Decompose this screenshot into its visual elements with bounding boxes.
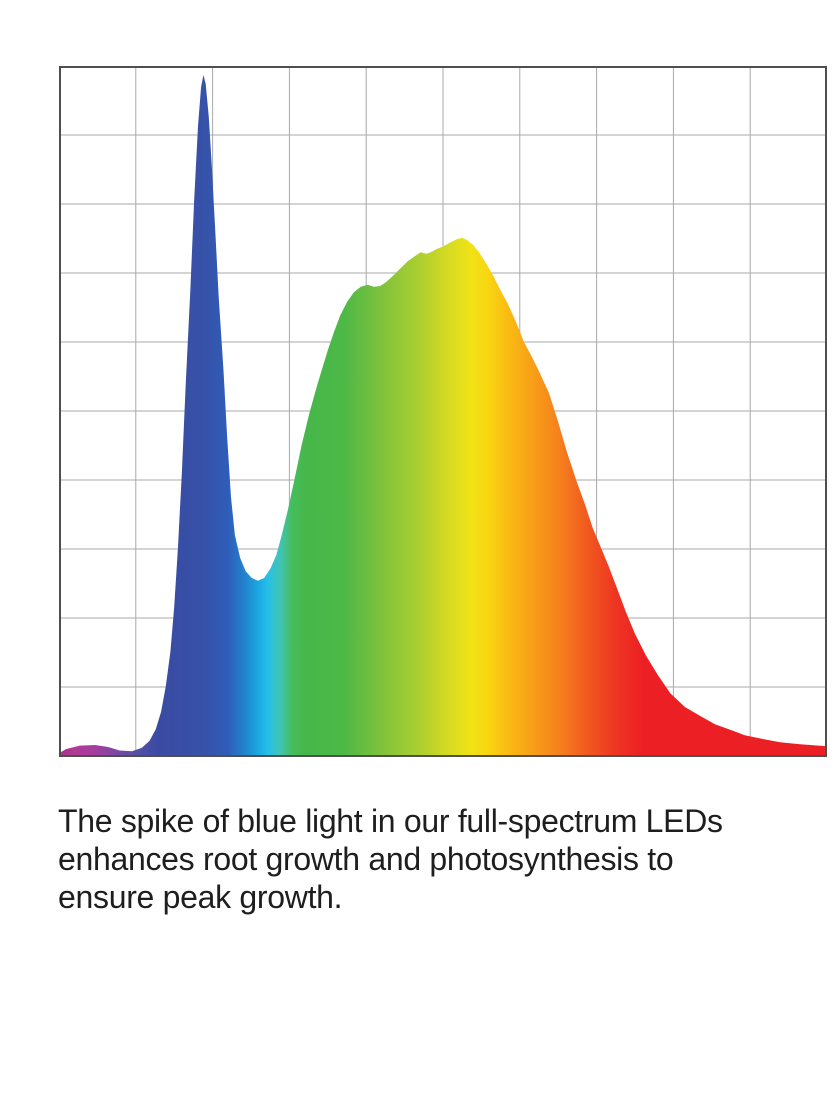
caption-line-2: enhances root growth and photosynthesis …	[58, 841, 674, 877]
spectrum-area	[59, 75, 827, 756]
caption: The spike of blue light in our full-spec…	[58, 802, 803, 916]
spectrum-chart	[59, 66, 827, 757]
chart-frame	[59, 66, 827, 757]
spectrum-chart-container	[59, 66, 827, 757]
caption-line-3: ensure peak growth.	[58, 879, 343, 915]
caption-line-1: The spike of blue light in our full-spec…	[58, 803, 723, 839]
